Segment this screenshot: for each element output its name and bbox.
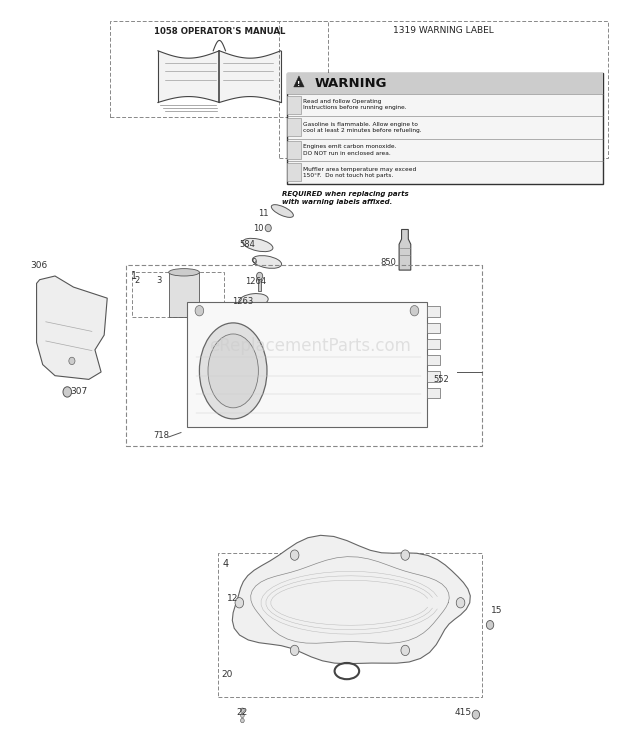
Text: 22: 22	[236, 708, 247, 717]
Ellipse shape	[208, 334, 259, 408]
Bar	[427, 307, 440, 317]
Bar	[427, 388, 440, 398]
Text: 1319 WARNING LABEL: 1319 WARNING LABEL	[393, 26, 494, 36]
Text: 415: 415	[454, 708, 472, 717]
Bar	[286, 73, 603, 94]
Text: 11: 11	[258, 209, 268, 218]
Circle shape	[401, 645, 410, 655]
Bar	[218, 553, 482, 697]
Text: Muffler area temperature may exceed
150°F.  Do not touch hot parts.: Muffler area temperature may exceed 150°…	[303, 167, 417, 178]
Text: eReplacementParts.com: eReplacementParts.com	[209, 337, 411, 355]
Circle shape	[472, 711, 480, 719]
Text: 1263: 1263	[232, 297, 254, 306]
Polygon shape	[294, 76, 304, 87]
Text: 584: 584	[239, 240, 255, 249]
Text: Gasoline is flammable. Allow engine to
cool at least 2 minutes before refueling.: Gasoline is flammable. Allow engine to c…	[303, 122, 422, 133]
Text: 4: 4	[223, 559, 229, 569]
Polygon shape	[37, 276, 107, 379]
Text: Engines emit carbon monoxide.
DO NOT run in enclosed area.: Engines emit carbon monoxide. DO NOT run…	[303, 144, 397, 155]
Bar	[287, 118, 301, 136]
Text: Read and follow Operating
Instructions before running engine.: Read and follow Operating Instructions b…	[303, 99, 407, 110]
Circle shape	[235, 597, 244, 608]
Circle shape	[401, 550, 410, 560]
Bar	[427, 371, 440, 382]
Ellipse shape	[242, 238, 273, 251]
Circle shape	[241, 708, 244, 713]
Circle shape	[63, 387, 71, 397]
Text: 20: 20	[222, 670, 233, 679]
Circle shape	[486, 620, 494, 629]
Text: REQUIRED when replacing parts
with warning labels affixed.: REQUIRED when replacing parts with warni…	[282, 191, 409, 205]
Text: 9: 9	[252, 258, 257, 267]
Text: 850: 850	[381, 258, 397, 267]
Polygon shape	[232, 536, 471, 664]
Bar	[187, 302, 427, 427]
Bar	[287, 141, 301, 159]
Text: 1058 OPERATOR'S MANUAL: 1058 OPERATOR'S MANUAL	[154, 27, 285, 36]
Bar	[258, 278, 262, 291]
Polygon shape	[399, 229, 411, 270]
Text: 15: 15	[491, 606, 503, 615]
Text: 718: 718	[153, 431, 169, 440]
Circle shape	[290, 645, 299, 655]
Circle shape	[456, 597, 465, 608]
Text: WARNING: WARNING	[314, 77, 387, 90]
Circle shape	[241, 713, 244, 718]
Text: 307: 307	[70, 387, 87, 396]
Ellipse shape	[239, 294, 268, 307]
Text: 552: 552	[433, 375, 449, 384]
Text: !: !	[298, 81, 301, 87]
Bar	[169, 272, 200, 317]
Bar	[110, 22, 329, 118]
Bar	[132, 272, 224, 317]
Ellipse shape	[200, 323, 267, 419]
Text: 1: 1	[131, 271, 136, 280]
Ellipse shape	[272, 205, 293, 217]
Text: 3: 3	[156, 276, 162, 285]
Circle shape	[257, 272, 263, 280]
Text: 12: 12	[227, 594, 239, 603]
Bar	[287, 164, 301, 182]
Bar	[427, 323, 440, 333]
Circle shape	[290, 550, 299, 560]
Circle shape	[410, 306, 418, 316]
Circle shape	[195, 306, 204, 316]
Bar	[279, 22, 608, 158]
Bar	[427, 355, 440, 365]
Text: 1264: 1264	[246, 278, 267, 286]
Bar	[287, 96, 301, 114]
Circle shape	[69, 357, 75, 365]
Bar	[126, 265, 482, 446]
Text: 306: 306	[30, 261, 48, 270]
Circle shape	[265, 224, 272, 231]
Ellipse shape	[252, 256, 281, 269]
Bar	[286, 73, 603, 184]
Text: 10: 10	[254, 223, 264, 233]
Bar	[427, 339, 440, 349]
Circle shape	[241, 718, 244, 722]
Text: 2: 2	[135, 276, 140, 285]
Ellipse shape	[169, 269, 200, 276]
